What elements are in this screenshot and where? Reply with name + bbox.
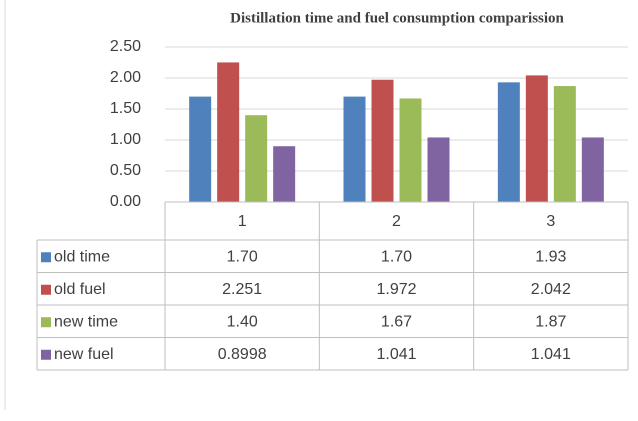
- bar: [581, 137, 604, 202]
- legend-label: new fuel: [54, 346, 114, 363]
- y-tick-label: 1.00: [110, 131, 141, 148]
- table-value: 1.93: [535, 248, 566, 265]
- bar: [553, 86, 576, 202]
- y-tick-label: 0.00: [110, 193, 141, 210]
- y-tick-label: 0.50: [110, 162, 141, 179]
- table-value: 2.042: [531, 281, 571, 298]
- table-value: 1.972: [376, 281, 416, 298]
- table-value: 1.041: [531, 346, 571, 363]
- legend-swatch: [41, 252, 51, 263]
- table-value: 1.67: [381, 313, 412, 330]
- bar: [217, 62, 240, 202]
- table-value: 2.251: [222, 281, 262, 298]
- x-tick-label: 1: [238, 213, 247, 230]
- bar: [371, 79, 394, 202]
- bar: [343, 96, 366, 202]
- bar: [525, 75, 548, 202]
- table-value: 0.8998: [218, 346, 267, 363]
- chart-title: Distillation time and fuel consumption c…: [230, 10, 564, 26]
- legend-swatch: [41, 349, 51, 360]
- table-value: 1.70: [381, 248, 412, 265]
- bar: [245, 115, 268, 202]
- y-tick-label: 1.50: [110, 100, 141, 117]
- legend-swatch: [41, 284, 51, 295]
- bar: [399, 98, 422, 202]
- y-tick-label: 2.50: [110, 38, 141, 55]
- x-tick-label: 2: [392, 213, 401, 230]
- table-value: 1.40: [227, 313, 258, 330]
- legend-swatch: [41, 317, 51, 328]
- table-value: 1.70: [227, 248, 258, 265]
- bar: [497, 82, 520, 202]
- x-tick-label: 3: [546, 213, 555, 230]
- table-value: 1.041: [376, 346, 416, 363]
- bar: [427, 137, 450, 202]
- legend-label: new time: [54, 313, 118, 330]
- table-value: 1.87: [535, 313, 566, 330]
- y-tick-label: 2.00: [110, 69, 141, 86]
- legend-label: old fuel: [54, 281, 106, 298]
- legend-label: old time: [54, 248, 110, 265]
- bar: [273, 146, 296, 202]
- bar: [189, 96, 212, 202]
